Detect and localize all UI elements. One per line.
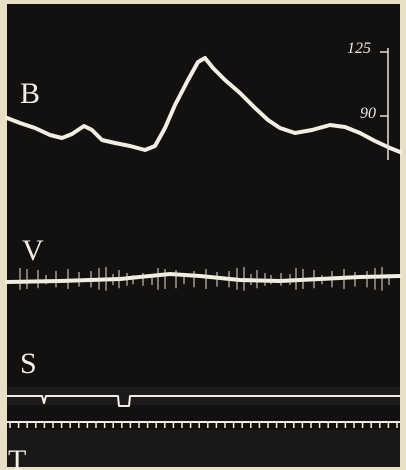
band — [7, 430, 400, 467]
trace-label: T — [8, 444, 26, 470]
scale-label: 90 — [360, 105, 376, 122]
scale-label: 125 — [347, 40, 371, 57]
trace-label: V — [22, 234, 44, 267]
trace-label: S — [20, 347, 37, 380]
figure: 125 90 B V S T — [0, 0, 406, 470]
trace-label: B — [20, 77, 40, 110]
